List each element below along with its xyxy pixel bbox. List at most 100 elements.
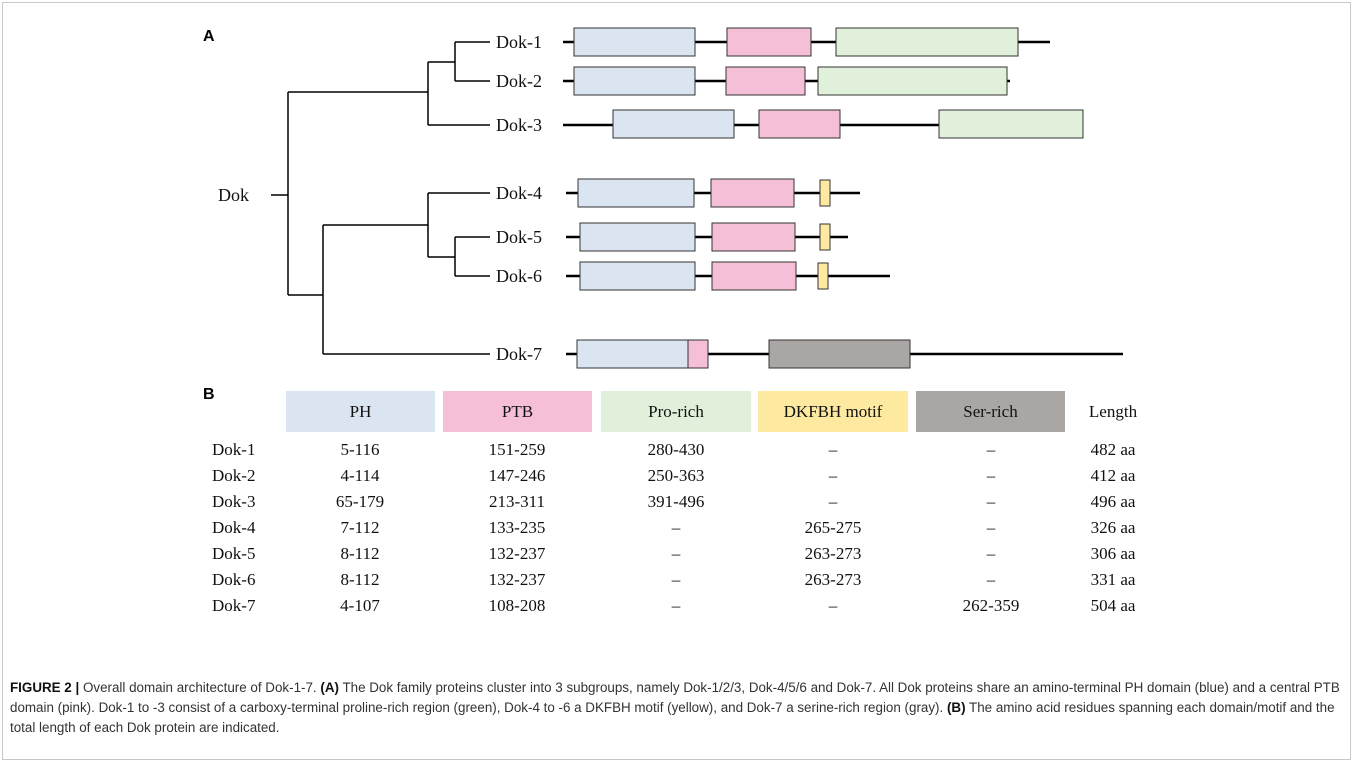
ph-domain-dok7	[576, 339, 689, 369]
ptb-domain-dok7	[687, 339, 709, 369]
table-cell: 331 aa	[1090, 570, 1136, 589]
table-row-label: Dok-2	[212, 466, 256, 485]
table-cell: –	[671, 596, 681, 615]
protein-label-dok3: Dok-3	[496, 115, 542, 135]
table-cell: 326 aa	[1090, 518, 1136, 537]
table-cell: 263-273	[804, 570, 862, 589]
table-cell: 482 aa	[1090, 440, 1136, 459]
panel-b-letter: B	[203, 386, 215, 403]
table-cell: –	[671, 570, 681, 589]
table-row-label: Dok-3	[212, 492, 256, 511]
table-cell: –	[986, 492, 996, 511]
table-header-ph: PH	[286, 391, 435, 432]
protein-label-dok6: Dok-6	[496, 266, 542, 286]
table-cell: 412 aa	[1090, 466, 1136, 485]
table-cell: –	[986, 518, 996, 537]
protein-label-dok4: Dok-4	[496, 183, 542, 203]
table-header-ser-rich: Ser-rich	[916, 391, 1065, 432]
dkfbh-motif-dok6	[817, 262, 829, 290]
protein-label-dok1: Dok-1	[496, 32, 542, 52]
ph-domain-dok3	[612, 109, 735, 139]
caption-label: FIGURE 2 |	[10, 680, 80, 695]
table-cell: –	[828, 440, 838, 459]
table-header-dkfbh: DKFBH motif	[758, 391, 908, 432]
tree-root-label: Dok	[218, 185, 249, 205]
pro-rich-region-dok2	[817, 66, 1008, 96]
table-cell: 496 aa	[1090, 492, 1136, 511]
protein-label-dok2: Dok-2	[496, 71, 542, 91]
pro-rich-region-dok1	[835, 27, 1019, 57]
ph-domain-dok4	[577, 178, 695, 208]
ph-domain-dok5	[579, 222, 696, 252]
caption-panel-a-ref: (A)	[320, 680, 339, 695]
table-cell: 262-359	[962, 596, 1020, 615]
table-cell: 5-116	[340, 440, 380, 459]
table-row-label: Dok-5	[212, 544, 256, 563]
table-cell: 132-237	[488, 570, 546, 589]
table-cell: 306 aa	[1090, 544, 1136, 563]
table-cell: –	[986, 466, 996, 485]
table-cell: 213-311	[488, 492, 546, 511]
table-row-label: Dok-7	[212, 596, 256, 615]
caption-panel-a-text: The Dok family proteins cluster into 3 s…	[10, 680, 1340, 715]
protein-label-dok5: Dok-5	[496, 227, 542, 247]
table-cell: 265-275	[804, 518, 862, 537]
table-cell: 4-114	[340, 466, 380, 485]
table-cell: –	[986, 440, 996, 459]
protein-bar-dok5	[566, 222, 848, 252]
table-cell: –	[671, 544, 681, 563]
table-cell: 8-112	[340, 570, 380, 589]
protein-bar-dok2	[563, 66, 1010, 96]
table-cell: 263-273	[804, 544, 862, 563]
pro-rich-region-dok3	[938, 109, 1084, 139]
table-cell: 8-112	[340, 544, 380, 563]
table-cell: 151-259	[488, 440, 546, 459]
table-cell: 108-208	[488, 596, 546, 615]
phylogenetic-tree	[271, 41, 490, 355]
protein-label-dok7: Dok-7	[496, 344, 542, 364]
ph-domain-dok6	[579, 261, 696, 291]
ph-domain-dok1	[573, 27, 696, 57]
table-row-label: Dok-4	[212, 518, 256, 537]
ptb-domain-dok5	[711, 222, 796, 252]
table-header-ptb: PTB	[443, 391, 592, 432]
dkfbh-motif-dok5	[819, 223, 831, 251]
caption-panel-b-text: The amino acid residues spanning each do…	[10, 700, 1335, 735]
table-cell: 7-112	[340, 518, 380, 537]
protein-bar-dok3	[563, 109, 1084, 139]
ptb-domain-dok2	[725, 66, 806, 96]
table-cell: –	[986, 570, 996, 589]
protein-bar-dok7	[566, 339, 1123, 369]
caption-panel-b-ref: (B)	[946, 700, 966, 715]
table-cell: –	[828, 466, 838, 485]
dkfbh-motif-dok4	[819, 179, 831, 207]
ptb-domain-dok6	[711, 261, 797, 291]
ser-rich-region-dok7	[768, 339, 911, 369]
panel-a-letter: A	[203, 28, 215, 45]
table-cell: 147-246	[488, 466, 546, 485]
protein-bar-dok1	[563, 27, 1050, 57]
ph-domain-dok2	[573, 66, 696, 96]
caption-intro: Overall domain architecture of Dok-1-7.	[79, 680, 321, 695]
table-header-pro-rich: Pro-rich	[601, 391, 751, 432]
table-cell: 280-430	[647, 440, 705, 459]
table-cell: 132-237	[488, 544, 546, 563]
table-cell: 250-363	[647, 466, 705, 485]
protein-bar-dok4	[566, 178, 860, 208]
table-cell: –	[671, 518, 681, 537]
ptb-domain-dok3	[758, 109, 841, 139]
figure-caption: FIGURE 2 | Overall domain architecture o…	[10, 678, 1345, 738]
table-row-label: Dok-1	[212, 440, 256, 459]
table-cell: 4-107	[340, 596, 380, 615]
table-row-label: Dok-6	[212, 570, 256, 589]
table-cell: 133-235	[488, 518, 546, 537]
table-cell: –	[828, 596, 838, 615]
table-header-length: Length	[1088, 402, 1138, 421]
ptb-domain-dok1	[726, 27, 812, 57]
table-cell: 65-179	[335, 492, 385, 511]
table-cell: –	[986, 544, 996, 563]
table-cell: 391-496	[647, 492, 705, 511]
domain-architecture-diagram: Dok Dok-1 Dok-2 Dok-3 Dok-4 Dok-5 Dok-6 …	[218, 27, 1123, 369]
protein-bar-dok6	[566, 261, 890, 291]
